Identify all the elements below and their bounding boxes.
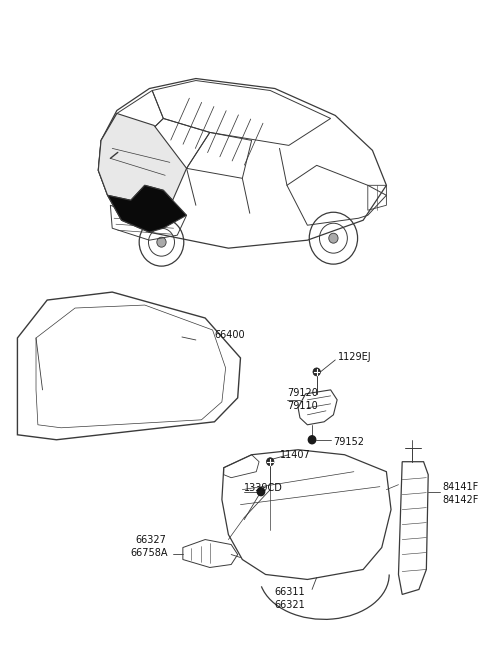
Text: 84141F: 84141F <box>442 481 479 492</box>
Circle shape <box>308 436 316 443</box>
Polygon shape <box>98 113 187 200</box>
Text: 79110: 79110 <box>287 401 318 411</box>
Text: 11407: 11407 <box>279 450 310 460</box>
Circle shape <box>266 458 274 466</box>
Text: 66758A: 66758A <box>130 548 168 557</box>
Text: 66321: 66321 <box>275 601 306 610</box>
Polygon shape <box>108 185 187 233</box>
Text: 66400: 66400 <box>215 330 245 340</box>
Circle shape <box>329 233 338 243</box>
Text: 79120: 79120 <box>287 388 318 398</box>
Text: 1339CD: 1339CD <box>244 483 283 493</box>
Text: 84142F: 84142F <box>442 495 479 504</box>
Circle shape <box>313 368 321 376</box>
Text: 66327: 66327 <box>135 534 167 544</box>
Text: 79152: 79152 <box>334 437 364 447</box>
Circle shape <box>157 237 166 247</box>
Circle shape <box>257 488 264 496</box>
Text: 1129EJ: 1129EJ <box>338 352 372 362</box>
Text: 66311: 66311 <box>275 588 305 597</box>
